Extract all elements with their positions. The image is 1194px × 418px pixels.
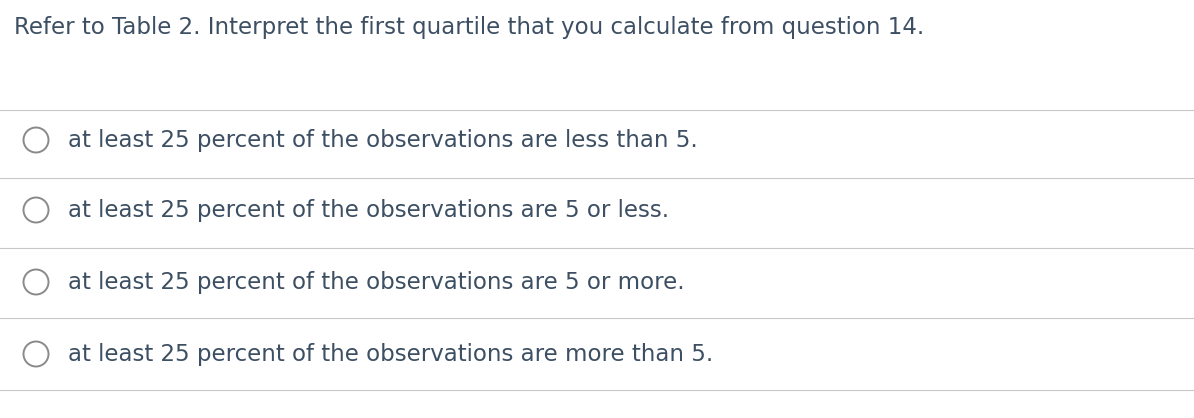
- Text: at least 25 percent of the observations are 5 or less.: at least 25 percent of the observations …: [68, 199, 669, 222]
- Text: at least 25 percent of the observations are less than 5.: at least 25 percent of the observations …: [68, 128, 697, 151]
- Ellipse shape: [24, 270, 49, 295]
- Ellipse shape: [24, 197, 49, 222]
- Text: at least 25 percent of the observations are more than 5.: at least 25 percent of the observations …: [68, 342, 713, 365]
- Text: at least 25 percent of the observations are 5 or more.: at least 25 percent of the observations …: [68, 270, 684, 293]
- Ellipse shape: [24, 342, 49, 367]
- Ellipse shape: [24, 127, 49, 153]
- Text: Refer to Table 2. Interpret the first quartile that you calculate from question : Refer to Table 2. Interpret the first qu…: [14, 16, 924, 39]
